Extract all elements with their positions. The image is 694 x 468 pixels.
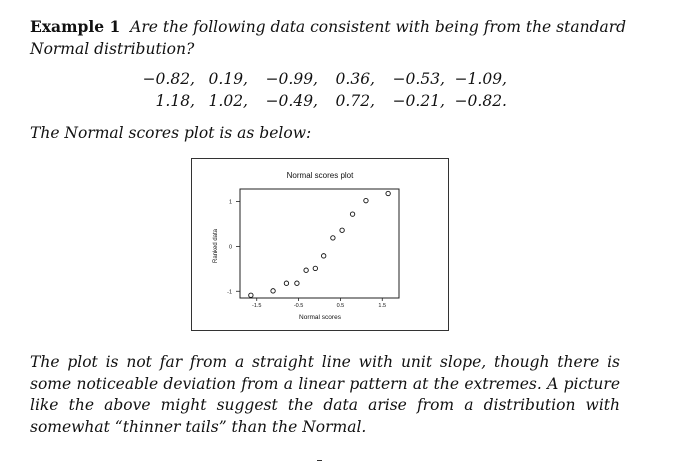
data-value: 0.36, — [335, 70, 375, 88]
data-value: −0.53, — [392, 70, 445, 88]
data-row: −0.82, 0.19, −0.99, 0.36, −0.53, −1.09, — [138, 68, 507, 90]
example-question: Are the following data consistent with b… — [30, 18, 627, 58]
data-point — [294, 280, 300, 286]
x-axis-label: Normal scores — [299, 314, 342, 321]
x-tick-label: 0.5 — [337, 303, 345, 309]
y-axis-label: Ranked data — [213, 228, 219, 263]
data-point — [270, 288, 276, 294]
chart-title: Normal scores plot — [287, 171, 354, 180]
x-tick-label: 1.5 — [378, 303, 386, 309]
y-tick-label: 1 — [229, 200, 232, 206]
data-point — [349, 211, 356, 217]
data-values: −0.82, 0.19, −0.99, 0.36, −0.53, −1.09, 1.18,… — [138, 68, 507, 112]
data-value: −1.09, — [454, 70, 507, 88]
y-tick-label: -1 — [227, 289, 232, 295]
data-value: 0.72, — [335, 92, 375, 110]
data-row: 1.18, 1.02, −0.49, 0.72, −0.21, −0.82. — [138, 90, 507, 112]
data-point — [312, 265, 318, 272]
page-mark — [317, 460, 322, 461]
data-value: −0.49, — [265, 92, 318, 110]
intro-text: The Normal scores plot is as below: — [30, 124, 312, 142]
data-value: 1.02, — [208, 92, 248, 110]
normal-scores-plot: Normal scores plot Normal scores Ranked … — [213, 171, 400, 321]
x-tick-label: -1.5 — [252, 303, 261, 309]
data-value: −0.82. — [454, 92, 507, 110]
example-heading: Example 1 Are the following data consist… — [30, 16, 650, 60]
conclusion-paragraph: The plot is not far from a straight line… — [30, 353, 620, 436]
data-point — [303, 267, 309, 273]
data-value: −0.82, — [142, 70, 195, 88]
normal-scores-plot-figure: Normal scores plot Normal scores Ranked … — [191, 158, 449, 331]
data-point — [339, 227, 345, 233]
data-point — [385, 190, 391, 197]
example-label: Example 1 — [30, 17, 121, 36]
data-value: −0.21, — [392, 92, 445, 110]
plot-area — [239, 188, 400, 299]
data-point — [330, 235, 336, 241]
data-point — [321, 253, 327, 259]
data-point — [363, 198, 369, 204]
x-tick-label: -0.5 — [294, 303, 303, 309]
data-value: 1.18, — [155, 92, 195, 110]
data-value: −0.99, — [265, 70, 318, 88]
y-tick-label: 0 — [229, 244, 232, 250]
data-value: 0.19, — [208, 70, 248, 88]
data-point — [283, 280, 290, 286]
data-point — [248, 292, 254, 298]
